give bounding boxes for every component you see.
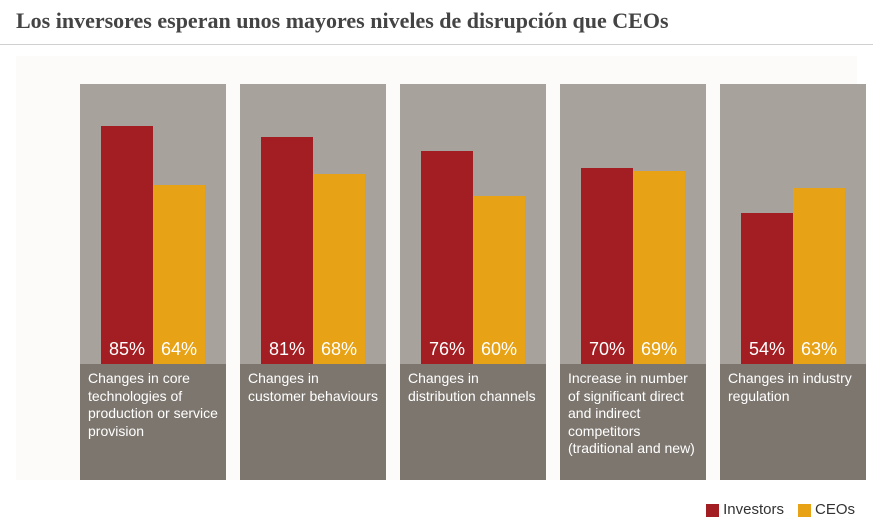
bar-value-label: 68% <box>313 339 365 360</box>
bar-value-label: 76% <box>421 339 473 360</box>
bar-value-label: 64% <box>153 339 205 360</box>
swatch-investors <box>706 504 719 517</box>
bar-value-label: 81% <box>261 339 313 360</box>
swatch-ceos <box>798 504 811 517</box>
bar-investors: 85% <box>101 126 153 364</box>
bar-group: 81%68% Changes in customer behaviours <box>240 84 386 480</box>
bar-ceos: 68% <box>313 174 365 364</box>
bar-value-label: 63% <box>793 339 845 360</box>
bar-value-label: 69% <box>633 339 685 360</box>
category-label: Increase in number of significant direct… <box>560 364 706 480</box>
legend: Investors CEOs <box>706 501 855 518</box>
legend-label-investors: Investors <box>723 501 784 518</box>
bar-group: 85%64% Changes in core technologies of pr… <box>80 84 226 480</box>
bar-investors: 70% <box>581 168 633 364</box>
legend-item-investors: Investors <box>706 501 784 518</box>
bar-group: 76%60% Changes in distribution channels <box>400 84 546 480</box>
bar-ceos: 64% <box>153 185 205 364</box>
bar-value-label: 70% <box>581 339 633 360</box>
bar-value-label: 54% <box>741 339 793 360</box>
bar-group: 70%69% Increase in number of significant … <box>560 84 706 480</box>
bar-investors: 81% <box>261 137 313 364</box>
legend-label-ceos: CEOs <box>815 501 855 518</box>
bar-ceos: 63% <box>793 188 845 364</box>
bar-ceos: 69% <box>633 171 685 364</box>
bar-value-label: 60% <box>473 339 525 360</box>
category-label: Changes in distribution channels <box>400 364 546 480</box>
bar-value-label: 85% <box>101 339 153 360</box>
category-label: Changes in industry regulation <box>720 364 866 480</box>
bar-group: 54%63% Changes in industry regulation <box>720 84 866 480</box>
chart-area: 85%64% Changes in core technologies of pr… <box>16 56 857 480</box>
category-label: Changes in core technologies of producti… <box>80 364 226 480</box>
legend-item-ceos: CEOs <box>798 501 855 518</box>
bar-ceos: 60% <box>473 196 525 364</box>
bar-investors: 76% <box>421 151 473 364</box>
category-label: Changes in customer behaviours <box>240 364 386 480</box>
bar-investors: 54% <box>741 213 793 364</box>
chart-title: Los inversores esperan unos mayores nive… <box>0 0 873 45</box>
